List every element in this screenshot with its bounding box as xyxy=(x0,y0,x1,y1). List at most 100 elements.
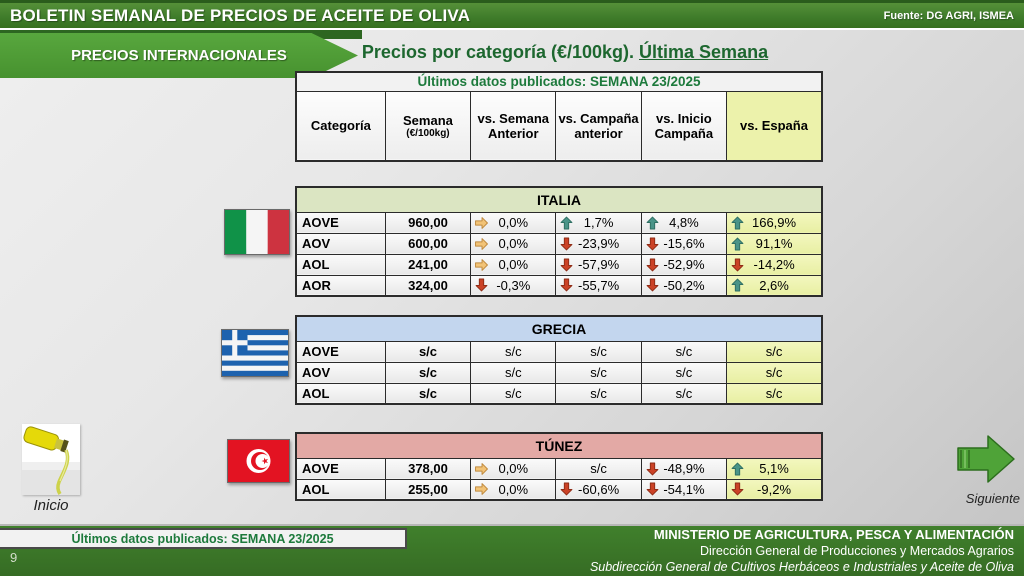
right-arrow-icon xyxy=(475,216,489,229)
page-number: 9 xyxy=(10,550,18,565)
category-cell: AOL xyxy=(295,478,386,501)
columns-row: Categoría Semana (€/100kg) vs. Semana Anter… xyxy=(295,90,823,162)
change-cell: -23,9% xyxy=(555,232,642,255)
down-arrow-icon xyxy=(731,258,744,271)
subdirection-general: Subdirección General de Cultivos Herbáce… xyxy=(589,560,1014,574)
change-cell: -50,2% xyxy=(640,274,728,297)
change-cell: 0,0% xyxy=(470,211,557,234)
change-cell: s/c xyxy=(555,382,642,405)
change-cell: -0,3% xyxy=(470,274,557,297)
page-title-text: Precios por categoría (€/100kg). xyxy=(361,42,640,62)
category-cell: AOVE xyxy=(295,457,386,480)
up-arrow-icon xyxy=(561,216,573,229)
change-cell: 0,0% xyxy=(470,232,557,255)
top-bar: BOLETIN SEMANAL DE PRECIOS DE ACEITE DE … xyxy=(0,0,1024,30)
siguiente-button[interactable] xyxy=(955,430,1017,488)
price-cell: 255,00 xyxy=(384,478,472,501)
change-cell: s/c xyxy=(640,361,728,384)
price-cell: 324,00 xyxy=(384,274,472,297)
siguiente-label[interactable]: Siguiente xyxy=(965,491,1020,506)
italy-flag-icon xyxy=(224,209,290,255)
change-cell: -54,1% xyxy=(640,478,728,501)
price-cell: s/c xyxy=(384,382,472,405)
page-title-underlined: Última Semana xyxy=(639,42,769,62)
country-table-grecia: GRECIA AOVE s/c s/c s/c s/c s/c AOV s/c s/c s/c s/c… xyxy=(295,315,823,405)
country-name: GRECIA xyxy=(295,315,823,342)
price-cell: 960,00 xyxy=(384,211,472,234)
up-arrow-icon xyxy=(731,462,744,475)
column-header: Semana (€/100kg) xyxy=(384,90,472,162)
change-cell: -60,6% xyxy=(555,478,642,501)
change-cell: s/c xyxy=(726,340,823,363)
change-cell: s/c xyxy=(555,457,642,480)
price-cell: s/c xyxy=(384,340,472,363)
table-row: AOR 324,00 -0,3% -55,7% -50,2% 2,6% xyxy=(295,274,823,297)
right-arrow-icon xyxy=(475,237,489,250)
column-header: vs. Inicio Campaña xyxy=(640,90,728,162)
right-arrow-icon xyxy=(475,258,489,271)
table-row: AOV 600,00 0,0% -23,9% -15,6% 91,1% xyxy=(295,232,823,255)
down-arrow-icon xyxy=(646,237,659,250)
down-arrow-icon xyxy=(475,278,488,292)
page-title: Precios por categoría (€/100kg). Última … xyxy=(305,42,825,63)
down-arrow-icon xyxy=(731,482,744,496)
change-cell: -52,9% xyxy=(640,253,728,276)
right-arrow-icon xyxy=(475,462,489,475)
up-arrow-icon xyxy=(731,216,744,229)
country-table-tunez: TÚNEZ AOVE 378,00 0,0% s/c -48,9% 5,1% AOL 255,0… xyxy=(295,432,823,501)
table-row: AOL 241,00 0,0% -57,9% -52,9% -14,2% xyxy=(295,253,823,276)
down-arrow-icon xyxy=(646,462,659,475)
bulletin-title: BOLETIN SEMANAL DE PRECIOS DE ACEITE DE … xyxy=(10,5,471,25)
change-cell: -9,2% xyxy=(726,478,823,501)
change-cell: s/c xyxy=(555,361,642,384)
change-cell: s/c xyxy=(470,382,557,405)
country-name: ITALIA xyxy=(295,186,823,213)
footer-published: Últimos datos publicados: SEMANA 23/2025 xyxy=(0,528,407,549)
down-arrow-icon xyxy=(646,482,659,496)
change-cell: -57,9% xyxy=(555,253,642,276)
ministry-name: MINISTERIO DE AGRICULTURA, PESCA Y ALIME… xyxy=(653,527,1014,542)
column-header: vs. Semana Anterior xyxy=(470,90,557,162)
table-row: AOVE s/c s/c s/c s/c s/c xyxy=(295,340,823,363)
banner-label: PRECIOS INTERNACIONALES xyxy=(71,47,287,64)
country-name: TÚNEZ xyxy=(295,432,823,459)
change-cell: -55,7% xyxy=(555,274,642,297)
up-arrow-icon xyxy=(731,278,744,292)
category-cell: AOL xyxy=(295,253,386,276)
inicio-label[interactable]: Inicio xyxy=(33,497,69,514)
change-cell: -15,6% xyxy=(640,232,728,255)
tunisia-flag-icon xyxy=(227,439,290,483)
change-cell: 2,6% xyxy=(726,274,823,297)
category-cell: AOV xyxy=(295,232,386,255)
table-row: AOVE 378,00 0,0% s/c -48,9% 5,1% xyxy=(295,457,823,480)
down-arrow-icon xyxy=(561,237,573,250)
down-arrow-icon xyxy=(646,278,659,292)
up-arrow-icon xyxy=(646,216,659,229)
change-cell: s/c xyxy=(470,340,557,363)
table-row: AOV s/c s/c s/c s/c s/c xyxy=(295,361,823,384)
change-cell: 1,7% xyxy=(555,211,642,234)
olive-oil-image xyxy=(22,424,80,495)
change-cell: s/c xyxy=(726,361,823,384)
change-cell: s/c xyxy=(555,340,642,363)
greece-flag-icon xyxy=(221,329,289,377)
change-cell: s/c xyxy=(640,340,728,363)
up-arrow-icon xyxy=(731,237,744,250)
category-cell: AOR xyxy=(295,274,386,297)
down-arrow-icon xyxy=(561,482,573,496)
column-header: Categoría xyxy=(295,90,386,162)
column-header: vs. España xyxy=(726,90,823,162)
price-cell: 378,00 xyxy=(384,457,472,480)
column-header: vs. Campaña anterior xyxy=(555,90,642,162)
right-arrow-icon xyxy=(475,483,489,496)
table-row: AOVE 960,00 0,0% 1,7% 4,8% 166,9% xyxy=(295,211,823,234)
category-cell: AOVE xyxy=(295,211,386,234)
change-cell: s/c xyxy=(726,382,823,405)
change-cell: 0,0% xyxy=(470,457,557,480)
inicio-button[interactable] xyxy=(22,424,80,495)
category-cell: AOV xyxy=(295,361,386,384)
change-cell: -14,2% xyxy=(726,253,823,276)
price-cell: 241,00 xyxy=(384,253,472,276)
table-row: AOL s/c s/c s/c s/c s/c xyxy=(295,382,823,405)
